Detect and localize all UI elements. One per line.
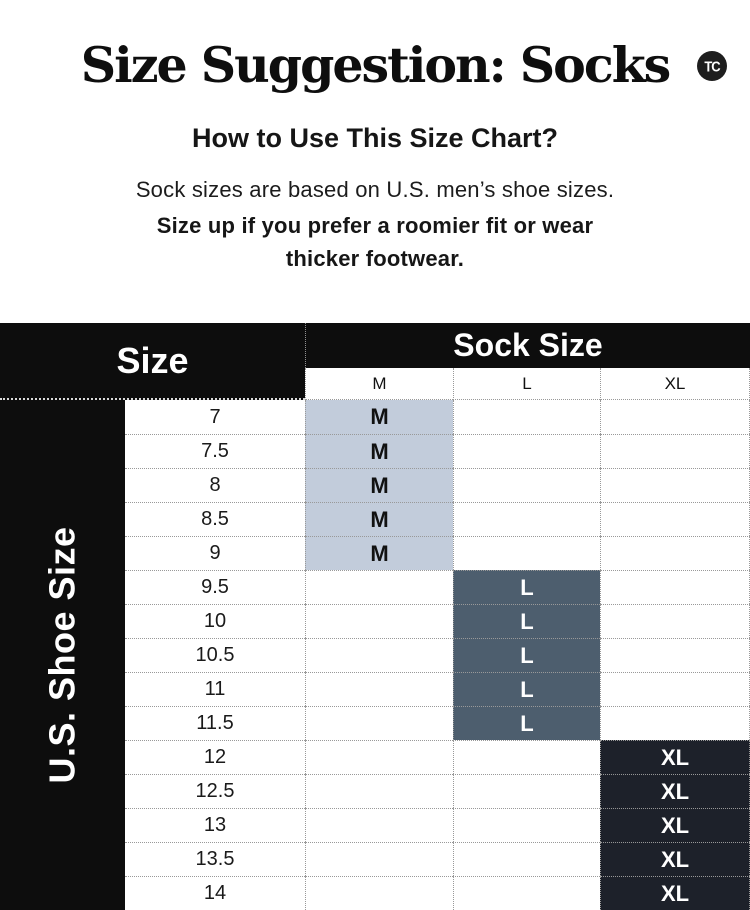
sock-size-cell: M (305, 468, 453, 502)
shoe-size-cell: 8.5 (125, 502, 305, 536)
shoe-size-cell: 7 (125, 400, 305, 434)
shoe-size-cell: 13.5 (125, 842, 305, 876)
sock-size-cell (453, 808, 600, 842)
sock-size-cell (305, 638, 453, 672)
sock-size-cell (305, 706, 453, 740)
sock-size-cell (600, 434, 750, 468)
sock-size-cell (453, 400, 600, 434)
column-header-xl: XL (600, 368, 750, 400)
table-body: 7 M 7.5 M 8 M 8.5 M 9 M 9.5 L 10 L 10.5 L 11 L 11.5 L 12 XL 12… (125, 400, 750, 910)
shoe-size-cell: 12 (125, 740, 305, 774)
sock-size-cell: XL (600, 876, 750, 910)
sock-size-cell: L (453, 570, 600, 604)
sock-size-cell (600, 638, 750, 672)
column-header-m: M (305, 368, 453, 400)
shoe-size-cell: 9.5 (125, 570, 305, 604)
sock-size-cell (453, 774, 600, 808)
sock-size-cell (600, 570, 750, 604)
shoe-size-cell: 8 (125, 468, 305, 502)
sock-size-cell (305, 740, 453, 774)
sock-size-cell: XL (600, 774, 750, 808)
sock-size-cell: M (305, 502, 453, 536)
sock-size-cell (453, 842, 600, 876)
shoe-size-cell: 10 (125, 604, 305, 638)
sock-size-cell (600, 502, 750, 536)
sock-size-cell: L (453, 604, 600, 638)
note-text-bold: Size up if you prefer a roomier fit or w… (156, 213, 594, 271)
shoe-size-cell: 7.5 (125, 434, 305, 468)
sock-size-cell (453, 502, 600, 536)
size-header-cell: Size (0, 323, 305, 400)
sock-size-cell: L (453, 706, 600, 740)
shoe-size-cell: 12.5 (125, 774, 305, 808)
page-title: Size Suggestion: Socks (80, 36, 672, 94)
sock-size-cell (305, 672, 453, 706)
sock-size-cell (305, 570, 453, 604)
note-text: Sock sizes are based on U.S. men’s shoe … (135, 177, 615, 202)
brand-logo: TC (697, 51, 727, 81)
shoe-size-axis: U.S. Shoe Size (0, 400, 125, 910)
sock-size-cell: XL (600, 808, 750, 842)
sock-size-cell: XL (600, 842, 750, 876)
sock-size-cell (305, 842, 453, 876)
sock-size-cell (600, 536, 750, 570)
sock-size-cell (600, 672, 750, 706)
shoe-size-cell: 11.5 (125, 706, 305, 740)
note-bold-wrap: Size up if you prefer a roomier fit or w… (0, 209, 750, 275)
sock-size-cell (600, 604, 750, 638)
sock-size-cell: L (453, 638, 600, 672)
sock-size-cell: XL (600, 740, 750, 774)
shoe-size-cell: 9 (125, 536, 305, 570)
brand-logo-text: TC (704, 57, 720, 75)
shoe-size-cell: 13 (125, 808, 305, 842)
sock-size-cell: L (453, 672, 600, 706)
sock-size-cell (600, 400, 750, 434)
sock-size-cell (453, 876, 600, 910)
sock-size-cell (305, 876, 453, 910)
shoe-size-cell: 10.5 (125, 638, 305, 672)
sock-size-cell (453, 468, 600, 502)
sock-size-cell (453, 740, 600, 774)
column-header-l: L (453, 368, 600, 400)
section-subtitle: How to Use This Size Chart? (191, 123, 559, 153)
sock-size-cell: M (305, 536, 453, 570)
sock-size-cell: M (305, 434, 453, 468)
shoe-size-cell: 11 (125, 672, 305, 706)
shoe-size-cell: 14 (125, 876, 305, 910)
sock-size-cell (305, 808, 453, 842)
sock-size-cell (600, 468, 750, 502)
shoe-size-axis-label: U.S. Shoe Size (41, 526, 83, 784)
sock-size-cell (305, 604, 453, 638)
sock-size-cell (453, 536, 600, 570)
sock-size-header-cell: Sock Size (305, 323, 750, 368)
sock-size-cell (453, 434, 600, 468)
sock-size-cell (600, 706, 750, 740)
sock-size-cell: M (305, 400, 453, 434)
sock-size-cell (305, 774, 453, 808)
